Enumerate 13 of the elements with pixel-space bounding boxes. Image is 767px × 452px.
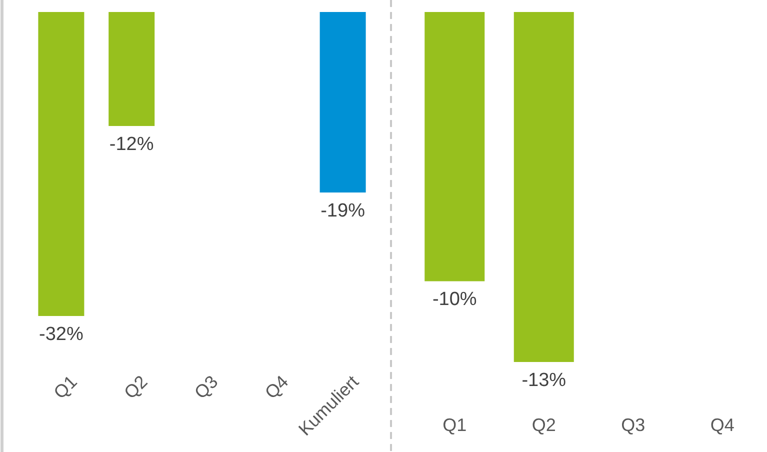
x-tick-label: Q4: [710, 415, 734, 435]
x-tick-label: Q1: [442, 415, 467, 435]
x-tick-label: Q2: [120, 372, 152, 403]
data-label: -13%: [522, 370, 566, 391]
x-tick-label: Q3: [190, 372, 222, 403]
data-label: -32%: [39, 324, 84, 345]
data-label: -12%: [109, 134, 154, 155]
x-tick-label: Q2: [532, 415, 556, 435]
x-tick-label: Q1: [50, 372, 81, 403]
data-label: -19%: [320, 200, 366, 222]
x-tick-label: Q3: [621, 415, 646, 435]
x-tick-label: Q4: [261, 372, 292, 403]
data-label: -10%: [432, 289, 477, 310]
